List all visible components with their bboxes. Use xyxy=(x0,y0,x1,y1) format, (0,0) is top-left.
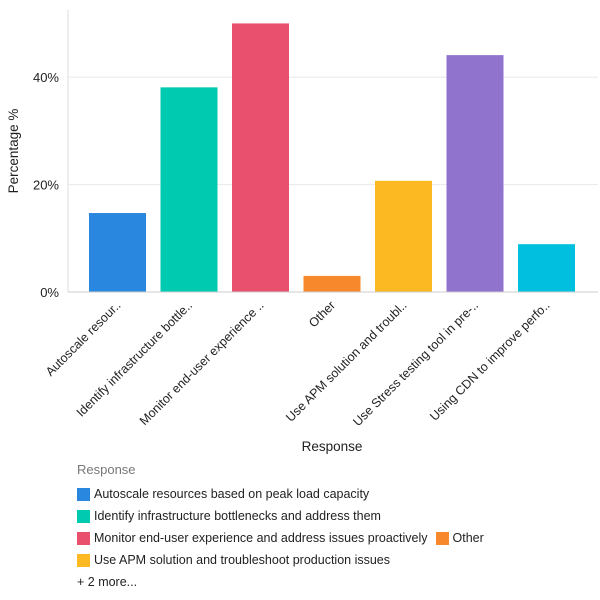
bar xyxy=(303,275,361,292)
legend-swatch xyxy=(77,531,90,545)
x-tick-label: Monitor end-user experience .. xyxy=(137,298,267,428)
legend-label: Other xyxy=(452,531,484,545)
legend-swatch xyxy=(435,531,449,545)
bar xyxy=(446,55,504,293)
bar-chart: 0% 20% 40% Autoscale resour..Identify infra… xyxy=(6,10,598,454)
x-tick-label: Using CDN to improve perfo.. xyxy=(427,298,552,423)
legend-item[interactable]: Other xyxy=(435,531,484,545)
bar xyxy=(160,87,218,292)
legend-label: Identify infrastructure bottlenecks and … xyxy=(94,509,381,523)
legend-title: Response xyxy=(77,462,136,477)
legend-item[interactable]: Identify infrastructure bottlenecks and … xyxy=(77,509,381,523)
legend-label: Autoscale resources based on peak load c… xyxy=(94,487,370,501)
y-tick-label: 0% xyxy=(40,285,59,300)
bar xyxy=(518,244,575,292)
y-axis-title: Percentage % xyxy=(6,109,21,194)
x-tick-label: Use Stress testing tool in pre-.. xyxy=(350,298,481,429)
legend: Response Autoscale resources based on pe… xyxy=(77,462,492,593)
y-tick-label: 40% xyxy=(33,70,59,85)
x-tick-label: Autoscale resour.. xyxy=(43,298,124,379)
legend-item[interactable]: Use APM solution and troubleshoot produc… xyxy=(77,553,390,567)
x-axis-title: Response xyxy=(302,439,363,454)
legend-row: Use APM solution and troubleshoot produc… xyxy=(77,549,492,571)
legend-more-link[interactable]: + 2 more... xyxy=(77,575,138,589)
legend-item[interactable]: Monitor end-user experience and address … xyxy=(77,531,428,545)
bar xyxy=(375,180,432,292)
bar xyxy=(232,23,289,293)
bar xyxy=(89,213,146,292)
legend-row: Identify infrastructure bottlenecks and … xyxy=(77,505,492,527)
x-tick-label: Other xyxy=(306,298,338,330)
x-tick-label: Identify infrastructure bottle.. xyxy=(74,298,195,419)
x-tick-label: Use APM solution and troubl.. xyxy=(283,298,409,424)
legend-item[interactable]: Autoscale resources based on peak load c… xyxy=(77,487,369,501)
legend-row: Autoscale resources based on peak load c… xyxy=(77,483,492,505)
legend-row: Monitor end-user experience and address … xyxy=(77,527,492,549)
legend-label: Monitor end-user experience and address … xyxy=(94,531,428,545)
y-tick-label: 20% xyxy=(33,178,59,193)
legend-swatch xyxy=(77,553,90,567)
legend-swatch xyxy=(77,509,90,523)
legend-label: Use APM solution and troubleshoot produc… xyxy=(94,553,391,567)
legend-swatch xyxy=(77,487,90,501)
